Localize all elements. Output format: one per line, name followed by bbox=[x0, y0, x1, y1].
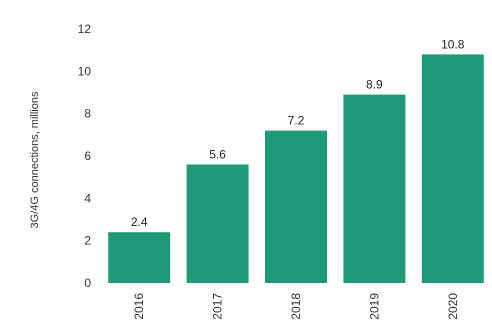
y-tick-label: 6 bbox=[84, 149, 91, 163]
data-label: 2.4 bbox=[131, 215, 148, 229]
data-label: 7.2 bbox=[288, 114, 305, 128]
bars bbox=[108, 54, 484, 284]
data-label: 10.8 bbox=[441, 37, 465, 51]
x-tick-label: 2020 bbox=[446, 293, 460, 320]
x-tick-label: 2018 bbox=[289, 293, 303, 320]
y-axis-ticks: 0 2 4 6 8 10 12 bbox=[78, 22, 92, 290]
bar bbox=[265, 130, 327, 283]
x-tick-label: 2019 bbox=[367, 293, 381, 320]
bar bbox=[108, 232, 171, 283]
x-tick-label: 2016 bbox=[132, 293, 146, 320]
bar bbox=[186, 164, 249, 283]
bar bbox=[343, 94, 406, 283]
data-label: 5.6 bbox=[209, 147, 226, 161]
y-tick-label: 0 bbox=[84, 276, 91, 290]
y-tick-label: 2 bbox=[84, 234, 91, 248]
x-axis-ticks: 2016 2017 2018 2019 2020 bbox=[132, 293, 460, 320]
bar bbox=[421, 54, 484, 284]
data-label: 8.9 bbox=[366, 78, 383, 92]
y-axis-label: 3G/4G connections, millions bbox=[29, 91, 41, 228]
y-tick-label: 12 bbox=[78, 22, 92, 36]
y-tick-label: 10 bbox=[78, 64, 92, 78]
x-tick-label: 2017 bbox=[211, 293, 225, 320]
data-labels: 2.4 5.6 7.2 8.9 10.8 bbox=[131, 37, 465, 229]
y-tick-label: 8 bbox=[84, 107, 91, 121]
y-tick-label: 4 bbox=[84, 191, 91, 205]
